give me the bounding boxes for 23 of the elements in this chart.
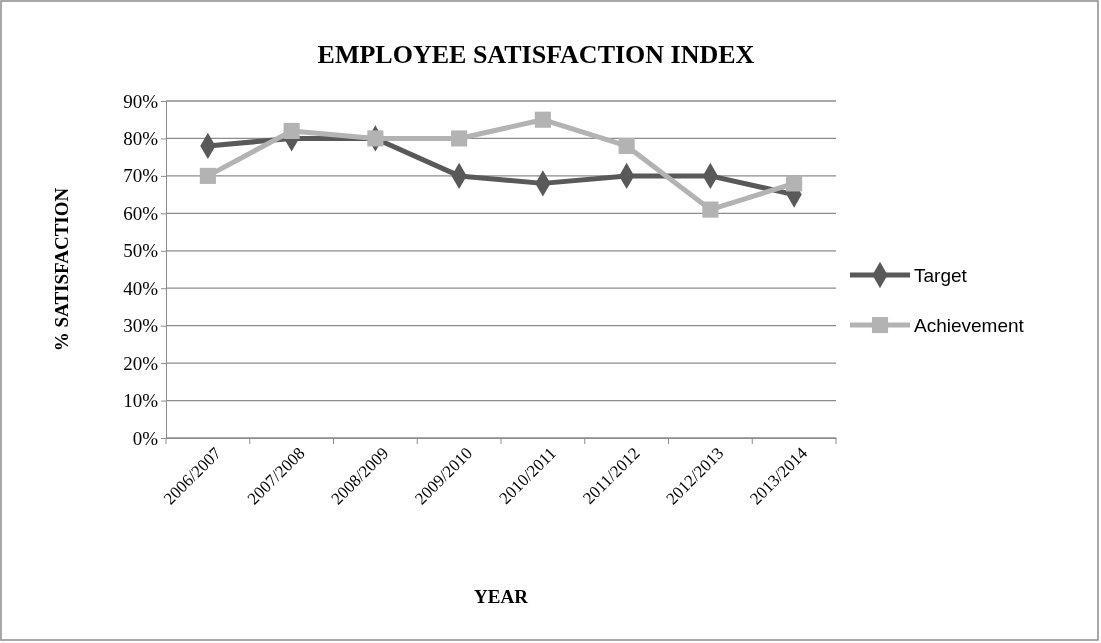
y-tick-label: 80% (123, 128, 159, 150)
y-tick-label: 50% (123, 240, 159, 262)
legend-label: Achievement (914, 315, 1025, 336)
point (451, 130, 468, 147)
y-tick-label: 10% (123, 390, 159, 412)
y-tick-label: 30% (123, 315, 159, 337)
point (786, 175, 803, 192)
x-axis-title: YEAR (474, 586, 529, 607)
point (199, 167, 216, 184)
y-tick-label: 0% (132, 427, 159, 449)
legend-label: Target (914, 265, 968, 286)
y-axis-title: % SATISFACTION (51, 187, 72, 352)
y-tick-label: 20% (123, 352, 159, 374)
y-tick-label: 60% (123, 202, 159, 224)
point (283, 122, 300, 140)
point (367, 130, 384, 147)
point (618, 137, 635, 154)
y-tick-label: 40% (123, 277, 159, 299)
point (534, 111, 551, 128)
point (702, 201, 719, 218)
y-tick-label: 70% (123, 165, 159, 187)
y-tick-label: 90% (123, 90, 159, 112)
chart-title: EMPLOYEE SATISFACTION INDEX (317, 40, 755, 69)
